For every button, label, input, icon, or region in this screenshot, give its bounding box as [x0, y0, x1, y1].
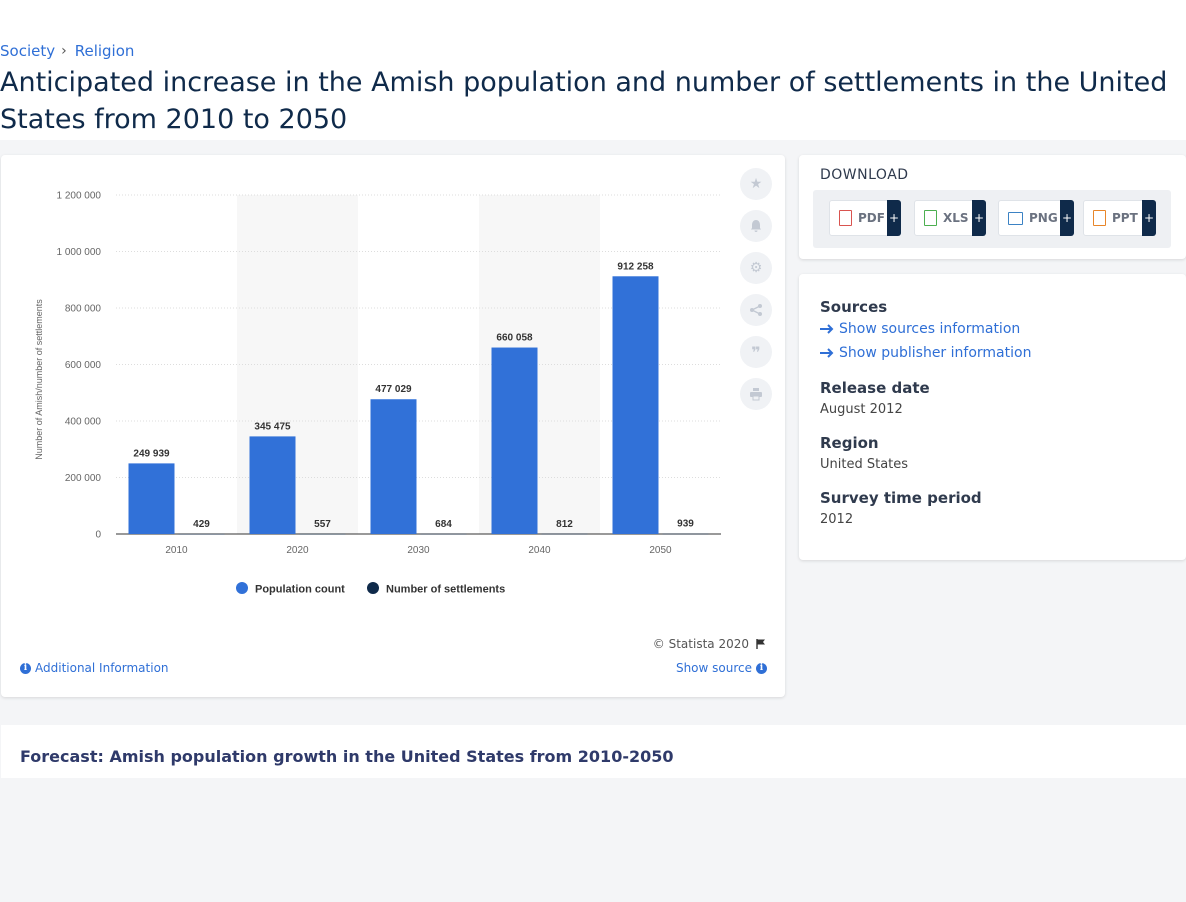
settings-gear-icon[interactable]: ⚙	[740, 252, 772, 284]
chart-card: 0 200 000 400 000 600 000 800 000 1 000 000 1 …	[1, 155, 785, 697]
y-tick-label: 0	[95, 530, 101, 541]
x-tick-label: 2050	[649, 545, 672, 556]
download-xls-label: XLS	[943, 211, 969, 225]
legend-population-marker	[236, 582, 248, 594]
y-tick-label: 1 200 000	[57, 191, 102, 202]
settlements-bar	[420, 533, 467, 535]
breadcrumb: Society › Religion	[0, 42, 134, 60]
breadcrumb-separator: ›	[61, 43, 67, 59]
download-ppt-button[interactable]: PPT +	[1083, 200, 1156, 236]
survey-period-value: 2012	[820, 512, 854, 527]
ppt-file-icon	[1093, 210, 1106, 226]
download-card: DOWNLOAD PDF + XLS + PNG + PPT +	[799, 155, 1186, 259]
sources-heading: Sources	[820, 298, 888, 316]
additional-information-link[interactable]: i Additional Information	[20, 661, 169, 675]
population-data-label: 477 029	[375, 384, 412, 395]
y-tick-label: 800 000	[65, 304, 102, 315]
x-tick-label: 2040	[528, 545, 551, 556]
xls-file-icon	[924, 210, 937, 226]
population-bar	[491, 347, 538, 534]
chart-toolbar: ★ ⚙ ❞	[740, 168, 772, 420]
x-tick-label: 2010	[165, 545, 188, 556]
download-xls-button[interactable]: XLS +	[914, 200, 986, 236]
show-publisher-label: Show publisher information	[839, 345, 1032, 361]
download-png-label: PNG	[1029, 211, 1058, 225]
favorite-star-icon[interactable]: ★	[740, 168, 772, 200]
population-bar	[370, 399, 417, 534]
share-icon[interactable]	[740, 294, 772, 326]
y-tick-label: 600 000	[65, 360, 102, 371]
download-pdf-label: PDF	[858, 211, 885, 225]
arrow-right-icon	[820, 348, 834, 358]
settlements-data-label: 684	[435, 519, 452, 530]
settlements-data-label: 557	[314, 519, 331, 530]
show-publisher-link[interactable]: Show publisher information	[820, 345, 1031, 361]
show-source-label: Show source	[675, 661, 752, 675]
settlements-data-label: 429	[193, 519, 210, 530]
download-png-button[interactable]: PNG +	[998, 200, 1074, 236]
x-tick-label: 2030	[407, 545, 430, 556]
plus-icon: +	[1142, 200, 1156, 236]
pdf-file-icon	[839, 210, 852, 226]
legend-settlements-label: Number of settlements	[386, 584, 505, 596]
settlements-data-label: 939	[677, 519, 694, 530]
population-bar	[128, 463, 175, 534]
notification-bell-icon[interactable]	[740, 210, 772, 242]
show-sources-link[interactable]: Show sources information	[820, 321, 1020, 337]
settlements-bar	[541, 533, 588, 535]
settlements-bar	[178, 533, 225, 535]
y-axis-label: Number of Amish/number of settlements	[34, 299, 44, 460]
show-source-link[interactable]: Show source i	[676, 661, 767, 675]
download-tray: PDF + XLS + PNG + PPT +	[813, 190, 1171, 248]
release-date-heading: Release date	[820, 379, 930, 397]
plus-icon: +	[1060, 200, 1074, 236]
settlements-bar	[662, 533, 709, 535]
flag-icon[interactable]	[755, 638, 767, 650]
plus-icon: +	[972, 200, 986, 236]
print-icon[interactable]	[740, 378, 772, 410]
settlements-bar	[299, 533, 346, 535]
population-bar	[612, 276, 659, 534]
breadcrumb-society[interactable]: Society	[0, 42, 56, 60]
legend-population-label: Population count	[255, 584, 345, 596]
page-header	[0, 0, 1186, 140]
population-data-label: 912 258	[617, 261, 654, 272]
population-data-label: 345 475	[254, 421, 291, 432]
copyright: © Statista 2020	[653, 637, 767, 651]
additional-information-label: Additional Information	[35, 661, 169, 675]
bar-chart: 0 200 000 400 000 600 000 800 000 1 000 000 1 …	[34, 191, 721, 596]
info-icon: i	[756, 662, 767, 674]
arrow-right-icon	[820, 324, 834, 334]
release-date-value: August 2012	[820, 402, 903, 417]
legend-settlements-marker	[367, 582, 379, 594]
download-title: DOWNLOAD	[820, 167, 909, 183]
survey-period-heading: Survey time period	[820, 489, 982, 507]
info-icon: i	[20, 662, 31, 674]
region-heading: Region	[820, 434, 879, 452]
plus-icon: +	[887, 200, 901, 236]
statistic-info-card: Sources Show sources information Show pu…	[799, 274, 1186, 560]
breadcrumb-religion[interactable]: Religion	[74, 42, 135, 60]
related-forecast-card: Forecast: Amish population growth in the…	[1, 725, 1186, 778]
show-sources-label: Show sources information	[839, 321, 1021, 337]
page-title: Anticipated increase in the Amish popula…	[0, 67, 1168, 135]
copyright-text: © Statista 2020	[652, 637, 749, 651]
population-bar	[249, 436, 296, 534]
png-file-icon	[1008, 211, 1023, 225]
region-value: United States	[820, 457, 909, 472]
download-ppt-label: PPT	[1112, 211, 1138, 225]
settlements-data-label: 812	[556, 519, 573, 530]
y-tick-label: 200 000	[65, 473, 102, 484]
citation-quote-icon[interactable]: ❞	[740, 336, 772, 368]
y-tick-label: 1 000 000	[57, 247, 102, 258]
population-data-label: 249 939	[133, 448, 170, 459]
related-forecast-title[interactable]: Forecast: Amish population growth in the…	[20, 747, 674, 766]
population-data-label: 660 058	[496, 333, 533, 344]
x-tick-label: 2020	[286, 545, 309, 556]
download-pdf-button[interactable]: PDF +	[829, 200, 901, 236]
y-tick-label: 400 000	[65, 417, 102, 428]
